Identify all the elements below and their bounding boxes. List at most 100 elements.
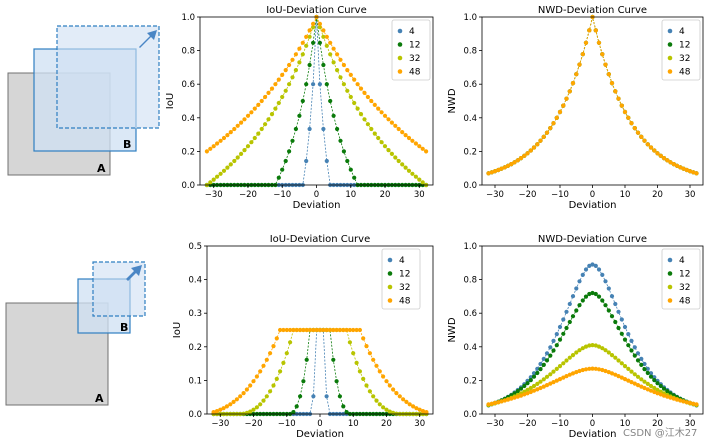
data-point <box>525 391 530 396</box>
data-point <box>239 120 244 125</box>
series-line <box>213 329 427 415</box>
data-point <box>352 100 357 106</box>
data-point <box>661 393 667 398</box>
legend-entry: 4 <box>679 256 685 266</box>
data-point <box>613 89 618 94</box>
legend: 4 12 32 48 <box>661 19 701 81</box>
data-point <box>502 398 507 403</box>
data-point <box>645 142 650 147</box>
data-point <box>567 355 572 360</box>
data-point <box>609 81 615 86</box>
data-point <box>307 327 313 333</box>
data-point <box>564 325 569 331</box>
data-point <box>274 376 279 381</box>
data-point <box>652 375 657 380</box>
watermark: CSDN @江木27 <box>623 428 698 439</box>
data-point <box>577 368 582 374</box>
data-point <box>411 404 416 409</box>
data-point <box>541 362 546 367</box>
data-point <box>515 394 520 399</box>
data-point <box>391 387 396 392</box>
legend-box <box>391 19 431 81</box>
data-point <box>204 149 209 154</box>
data-point <box>655 391 660 396</box>
series-48 <box>211 327 429 415</box>
data-point <box>321 28 326 33</box>
legend-entry: 12 <box>679 270 690 280</box>
data-point <box>324 394 329 399</box>
data-point <box>632 372 637 377</box>
data-point <box>264 357 269 362</box>
x-tick-label: 0 <box>590 419 595 429</box>
data-point <box>269 86 275 91</box>
data-point <box>593 28 598 33</box>
chart-1: −30 −20 −10 0 10 20 30 0.0 0.2 0.4 0.6 0.8 1.0 IoU-De… <box>165 5 434 211</box>
data-point <box>331 357 336 362</box>
legend-marker <box>387 257 393 263</box>
data-point <box>661 386 667 391</box>
data-point <box>600 367 605 373</box>
data-point <box>424 149 429 154</box>
data-point <box>304 82 309 87</box>
data-point <box>307 28 312 33</box>
data-point <box>394 391 399 396</box>
data-point <box>304 158 309 164</box>
data-point <box>541 384 546 389</box>
data-point <box>208 180 213 185</box>
x-tick-label: 30 <box>414 419 425 429</box>
data-point <box>609 294 615 299</box>
data-point <box>362 117 367 122</box>
x-tick-label: 30 <box>685 419 696 429</box>
data-point <box>525 151 530 156</box>
data-point <box>580 298 585 303</box>
data-point <box>348 94 353 100</box>
y-tick-label: 0.8 <box>181 47 195 57</box>
data-point <box>587 291 592 297</box>
x-tick-label: 30 <box>414 190 425 200</box>
data-point <box>377 402 382 407</box>
data-point <box>691 401 696 406</box>
data-point <box>379 110 384 115</box>
data-point <box>658 153 663 158</box>
data-point <box>619 361 624 366</box>
data-point <box>261 398 266 403</box>
data-point <box>606 370 611 375</box>
data-point <box>522 392 527 397</box>
data-point <box>492 169 498 174</box>
data-point <box>406 168 412 173</box>
data-point <box>280 94 285 100</box>
data-point <box>311 21 316 26</box>
data-point <box>273 82 278 87</box>
x-tick-label: −30 <box>486 190 504 200</box>
data-point <box>214 409 220 414</box>
data-point <box>639 362 644 367</box>
data-point <box>567 301 572 307</box>
data-point <box>367 351 372 356</box>
legend-entry: 4 <box>409 27 415 37</box>
data-point <box>600 298 605 303</box>
data-point <box>684 400 689 405</box>
data-point <box>341 82 346 87</box>
series-line <box>213 329 427 413</box>
data-point <box>518 393 524 398</box>
data-point <box>372 102 377 107</box>
data-point <box>577 62 582 67</box>
data-point <box>567 372 572 377</box>
data-point <box>518 156 524 161</box>
data-point <box>271 383 276 388</box>
legend-box <box>661 248 701 310</box>
data-point <box>580 346 585 351</box>
data-point <box>324 327 329 333</box>
data-point <box>301 379 306 384</box>
series-32 <box>211 327 429 417</box>
data-point <box>538 379 543 384</box>
data-point <box>218 138 223 143</box>
data-point <box>225 165 230 170</box>
data-point <box>249 140 254 145</box>
data-point <box>234 397 239 402</box>
data-point <box>382 144 388 149</box>
arrow-icon <box>126 265 142 281</box>
data-point <box>344 410 349 415</box>
data-point <box>218 171 223 176</box>
legend-entry: 48 <box>409 68 421 78</box>
